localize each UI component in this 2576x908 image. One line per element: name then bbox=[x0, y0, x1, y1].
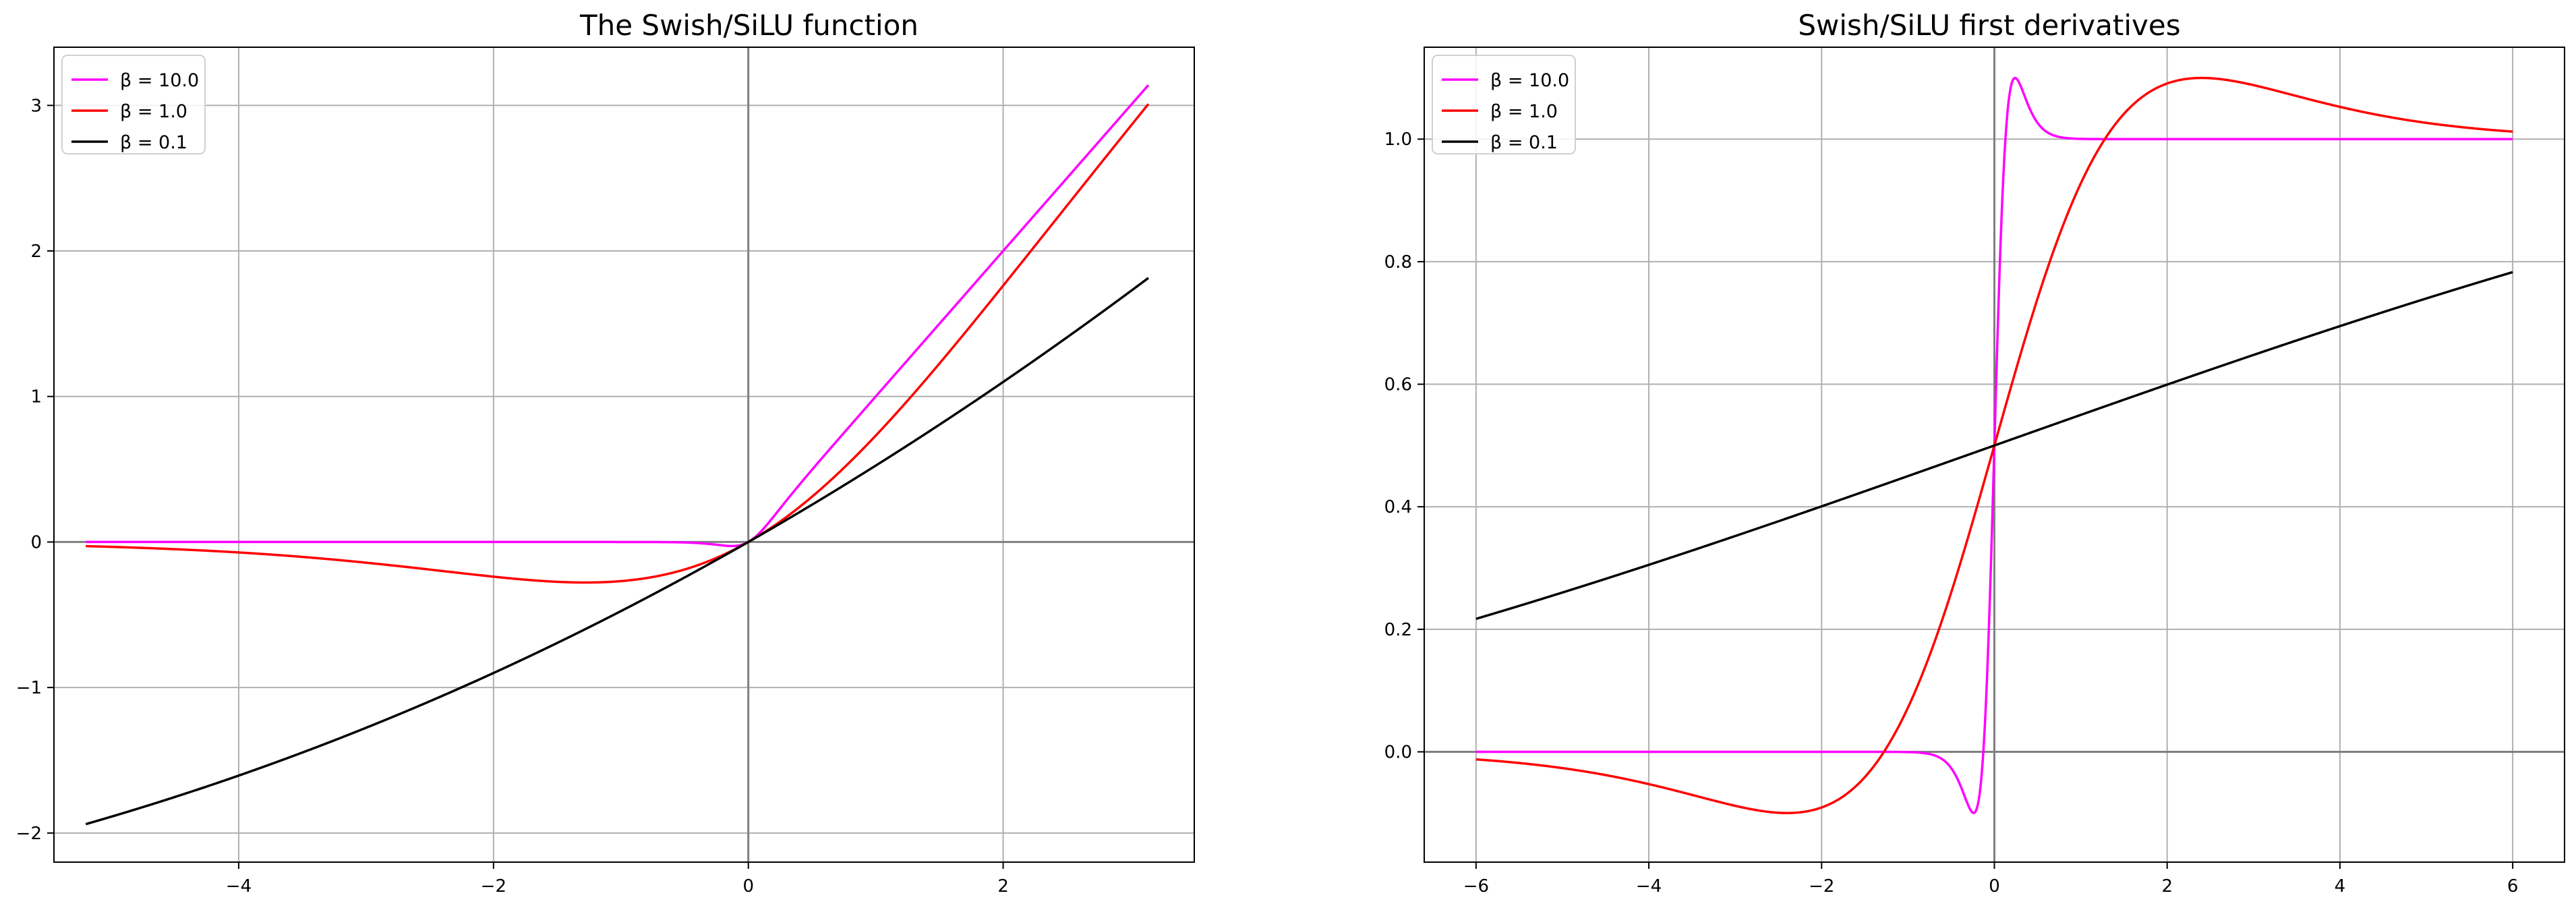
y-tick-label: 2 bbox=[30, 242, 42, 262]
legend-label: β = 10.0 bbox=[120, 70, 199, 91]
legend-label: β = 1.0 bbox=[1490, 101, 1558, 122]
x-tick-label: −4 bbox=[226, 876, 252, 897]
x-tick-label: 6 bbox=[2507, 876, 2519, 897]
x-tick-label: −2 bbox=[1809, 876, 1834, 897]
x-tick-label: −4 bbox=[1636, 876, 1662, 897]
series-line-beta-1 bbox=[85, 103, 1150, 584]
tick-marks: −6 −4 −2 0 2 4 6 0.0 0.2 0.4 0.6 0.8 1.0 bbox=[1384, 130, 2519, 897]
series-line-beta-0.1 bbox=[1475, 271, 2513, 621]
y-tick-label: −1 bbox=[16, 678, 42, 698]
y-tick-label: 0 bbox=[30, 532, 42, 552]
y-tick-label: 0.8 bbox=[1384, 252, 1412, 273]
y-tick-label: 0.0 bbox=[1384, 743, 1412, 763]
series-line-beta-0.1 bbox=[85, 277, 1150, 826]
y-tick-label: 0.2 bbox=[1384, 620, 1412, 640]
x-tick-label: 2 bbox=[997, 876, 1009, 897]
series-lines bbox=[1475, 76, 2513, 814]
plot-frame bbox=[53, 47, 1195, 863]
legend-label: β = 0.1 bbox=[120, 132, 187, 153]
x-tick-label: 4 bbox=[2335, 876, 2346, 897]
tick-marks: −4 −2 0 2 −2 −1 0 1 2 3 bbox=[16, 96, 1009, 897]
legend-label: β = 0.1 bbox=[1490, 132, 1558, 153]
y-tick-label: 0.6 bbox=[1384, 375, 1412, 395]
series-lines bbox=[85, 84, 1150, 826]
series-line-beta-10 bbox=[85, 84, 1150, 548]
chart-title: The Swish/SiLU function bbox=[579, 9, 918, 42]
y-tick-label: −2 bbox=[16, 824, 42, 844]
x-tick-label: −6 bbox=[1463, 876, 1489, 897]
x-tick-label: 2 bbox=[2161, 876, 2173, 897]
y-tick-label: 3 bbox=[30, 96, 42, 116]
y-tick-label: 1 bbox=[30, 387, 42, 407]
legend-label: β = 1.0 bbox=[120, 101, 187, 122]
legend: β = 10.0 β = 1.0 β = 0.1 bbox=[61, 55, 206, 154]
x-tick-label: 0 bbox=[742, 876, 754, 897]
legend: β = 10.0 β = 1.0 β = 0.1 bbox=[1432, 55, 1576, 154]
swish-derivative-chart: Swish/SiLU first derivatives −6 −4 −2 0 2 4 6 0… bbox=[1384, 9, 2565, 897]
swish-function-chart: The Swish/SiLU function −4 −2 0 2 −2 −1 0 1 2 3 β… bbox=[16, 9, 1195, 897]
legend-label: β = 10.0 bbox=[1490, 70, 1569, 91]
y-tick-label: 1.0 bbox=[1384, 130, 1412, 150]
x-tick-label: 0 bbox=[1989, 876, 2000, 897]
chart-title: Swish/SiLU first derivatives bbox=[1798, 9, 2180, 42]
x-tick-label: −2 bbox=[481, 876, 506, 897]
y-tick-label: 0.4 bbox=[1384, 497, 1412, 517]
